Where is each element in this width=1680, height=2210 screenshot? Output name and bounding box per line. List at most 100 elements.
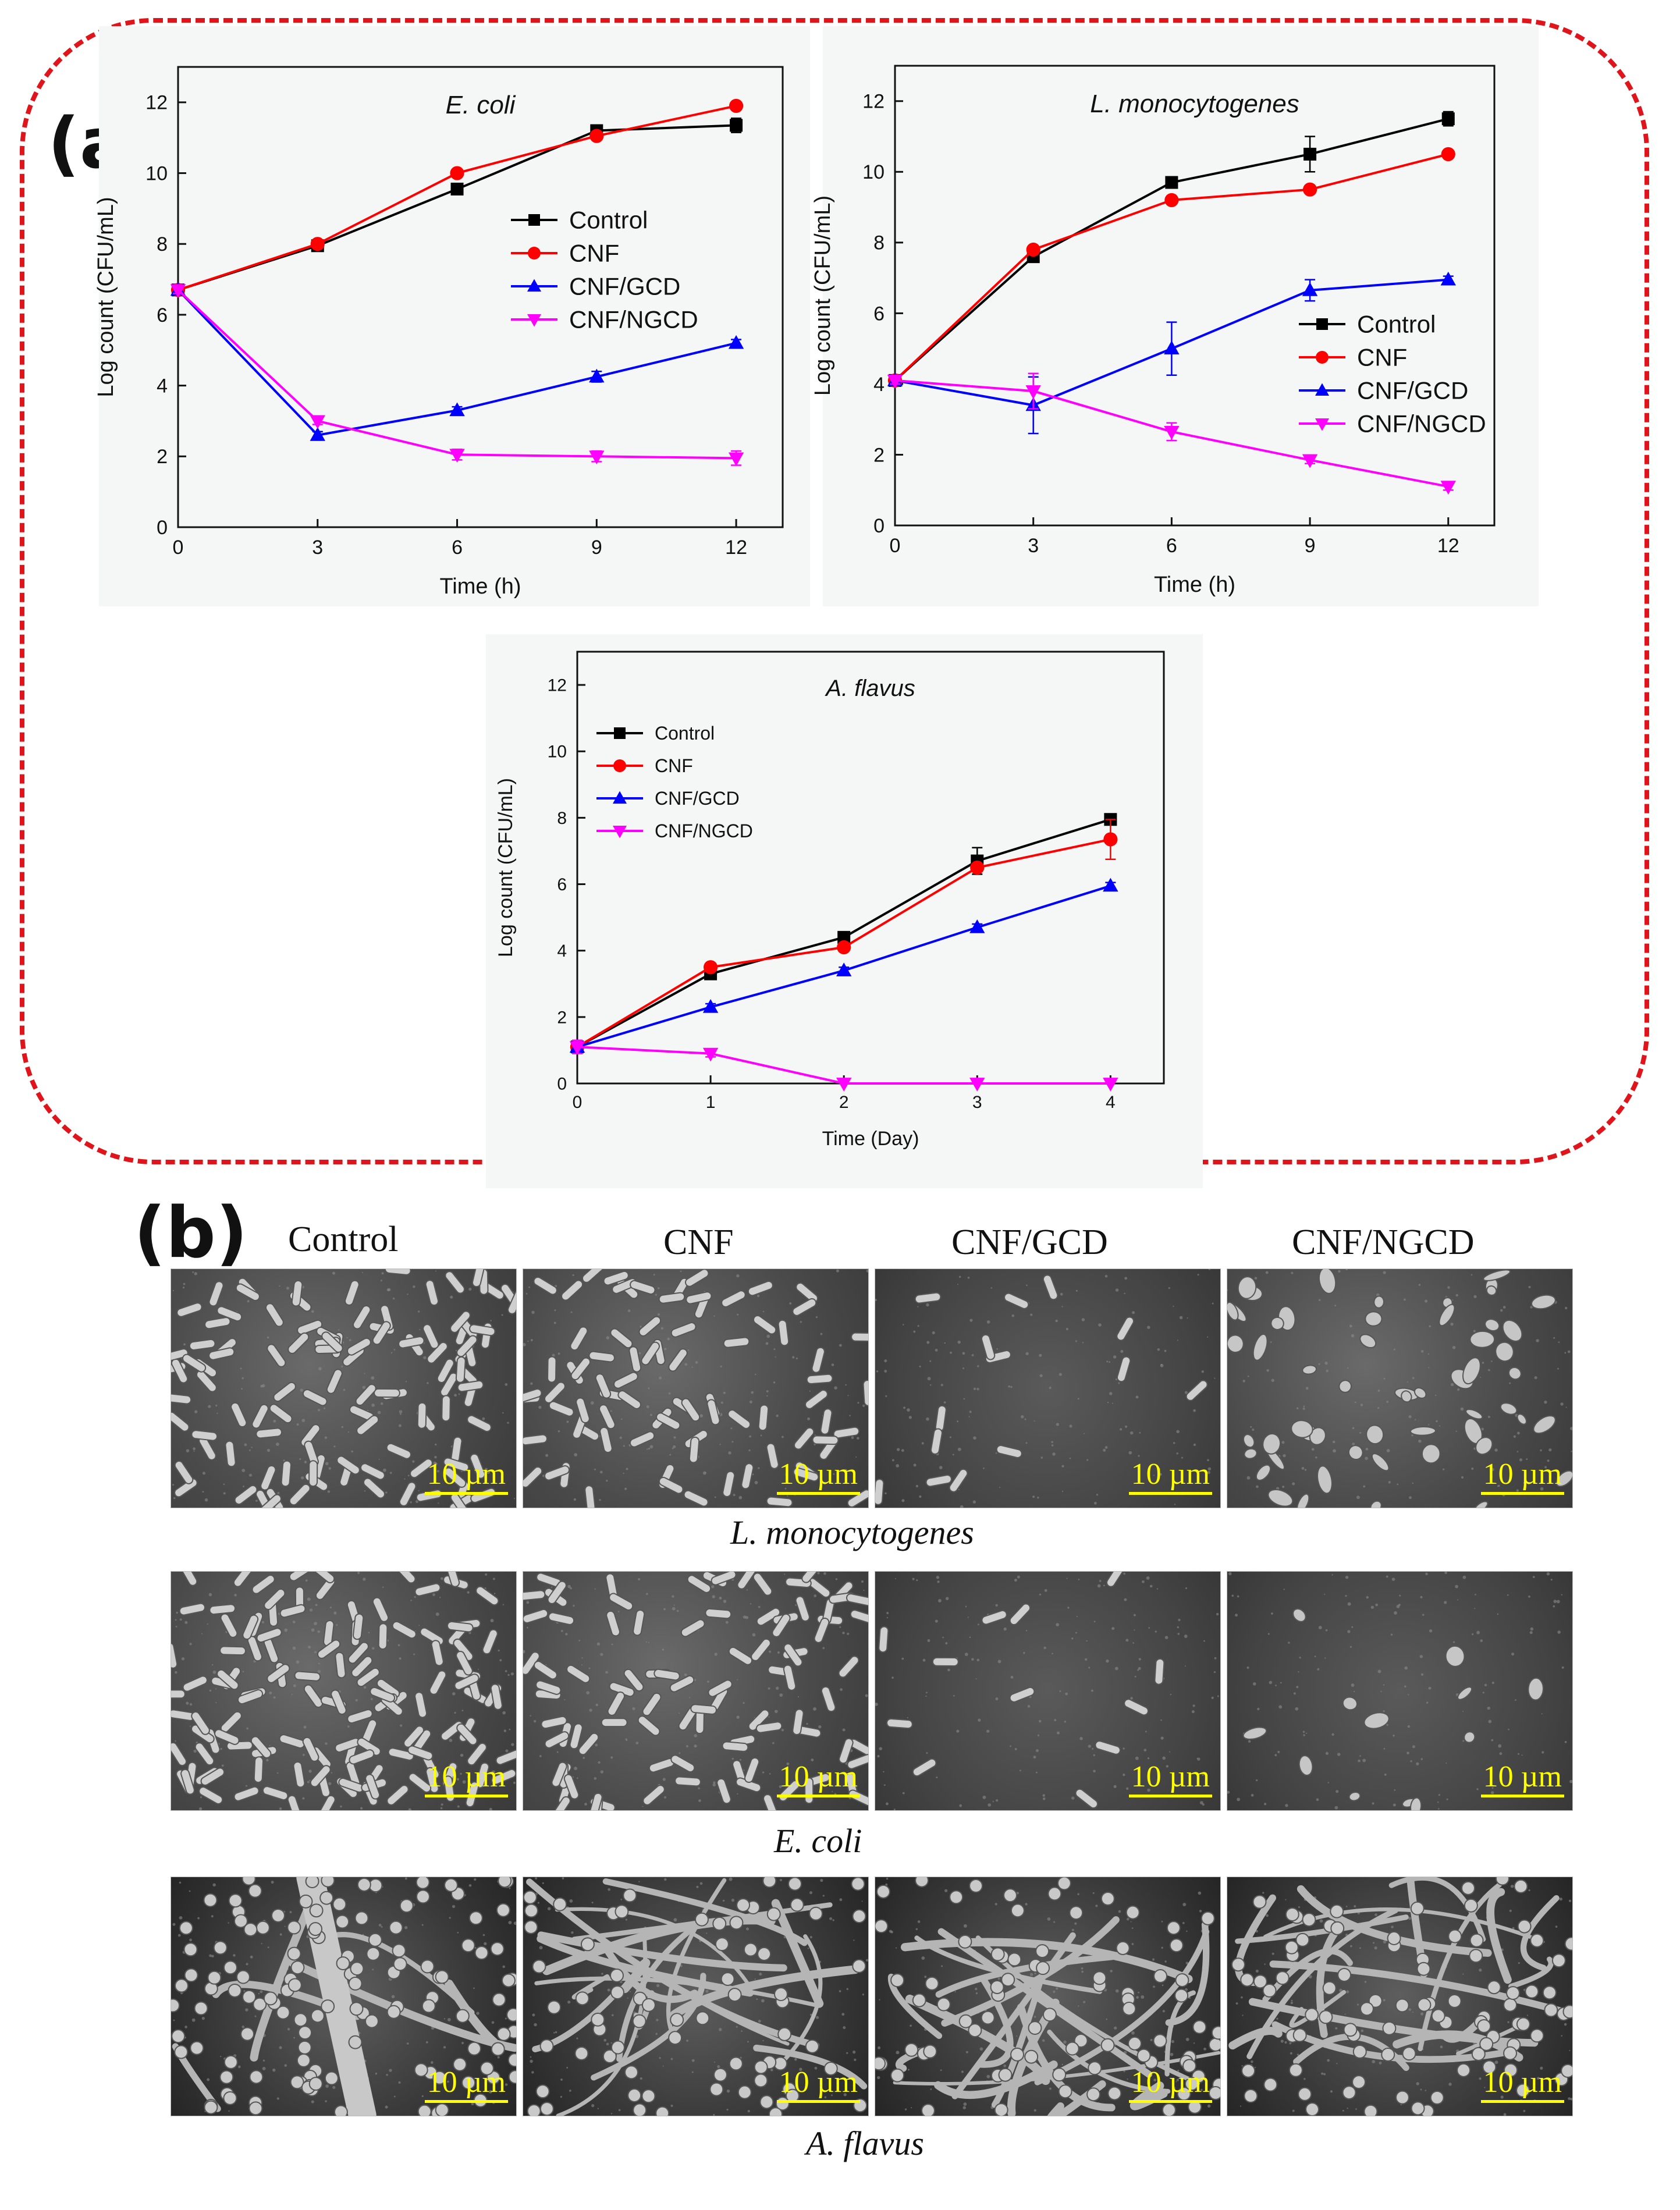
surface-grain <box>1016 2035 1018 2037</box>
spore <box>580 1937 595 1952</box>
surface-grain <box>450 1295 453 1299</box>
surface-grain <box>1103 1448 1106 1452</box>
surface-grain <box>994 1903 997 1906</box>
surface-grain <box>1201 1370 1204 1373</box>
bacterium <box>547 1356 557 1383</box>
bacterium <box>658 1477 684 1494</box>
bacterium <box>440 1372 459 1397</box>
spore <box>936 1997 951 2012</box>
cell-debris <box>1365 1311 1383 1327</box>
surface-grain <box>531 1310 535 1314</box>
surface-grain <box>694 1744 697 1748</box>
surface-grain <box>1037 1734 1040 1737</box>
spore <box>228 1893 243 1908</box>
surface-grain <box>1509 1382 1511 1384</box>
bacterium <box>253 1756 264 1783</box>
spore <box>1057 1877 1071 1891</box>
surface-grain <box>1081 1318 1085 1321</box>
spore <box>875 1919 889 1934</box>
surface-grain <box>318 1367 322 1370</box>
surface-grain <box>1391 1925 1394 1928</box>
bacterium <box>355 1384 377 1406</box>
spore <box>491 2042 505 2056</box>
data-point <box>1103 877 1118 892</box>
surface-grain <box>829 1917 832 1920</box>
data-point <box>1440 271 1456 286</box>
spore <box>1035 1944 1050 1959</box>
surface-grain <box>846 1988 849 1990</box>
surface-grain <box>175 1740 176 1742</box>
bacterium <box>584 1485 596 1508</box>
surface-grain <box>884 1359 887 1363</box>
surface-grain <box>1408 1694 1409 1696</box>
surface-grain <box>329 1606 332 1609</box>
surface-grain <box>1053 1990 1056 1993</box>
spore <box>904 2042 919 2057</box>
surface-grain <box>1193 2042 1195 2044</box>
bacterium <box>216 1669 239 1690</box>
bacterium <box>601 1718 628 1728</box>
surface-grain <box>526 1626 528 1629</box>
data-point <box>1302 182 1317 197</box>
surface-grain <box>865 1959 868 1962</box>
hypha <box>937 1928 1153 2078</box>
spore <box>912 1993 926 2008</box>
surface-grain <box>238 2065 241 2069</box>
surface-grain <box>929 1384 932 1386</box>
surface-grain <box>393 2095 396 2098</box>
surface-grain <box>1277 1750 1280 1753</box>
spore <box>1343 2023 1358 2037</box>
bacterium <box>681 1398 701 1422</box>
bacterium <box>455 1356 466 1383</box>
surface-grain <box>862 1404 865 1407</box>
surface-grain <box>1291 1999 1293 2002</box>
surface-grain <box>423 1356 427 1359</box>
surface-grain <box>1471 1633 1474 1636</box>
surface-grain <box>1498 1744 1502 1748</box>
cell-debris <box>1500 1402 1518 1415</box>
surface-grain <box>610 1410 612 1412</box>
spore <box>293 2013 308 2027</box>
surface-grain <box>1127 2078 1128 2080</box>
surface-grain <box>1518 1962 1520 1964</box>
hypha <box>1508 1956 1554 1989</box>
bacterium <box>318 1795 336 1810</box>
spore <box>720 1972 735 1986</box>
surface-grain <box>509 1888 511 1889</box>
surface-grain <box>765 1342 769 1345</box>
surface-grain <box>1302 1731 1305 1733</box>
surface-grain <box>1298 1671 1299 1673</box>
surface-grain <box>432 1593 435 1596</box>
surface-grain <box>694 1734 697 1738</box>
surface-grain <box>610 2042 612 2044</box>
cell-debris <box>1363 1712 1390 1729</box>
surface-grain <box>915 1928 918 1931</box>
bacterium <box>191 1711 210 1735</box>
x-tick-label: 6 <box>452 536 463 559</box>
surface-grain <box>1103 1584 1105 1587</box>
surface-grain <box>657 1287 660 1289</box>
hypha <box>905 1994 1050 2085</box>
surface-grain <box>223 1483 225 1486</box>
surface-grain <box>1428 1367 1430 1369</box>
cell-debris <box>1474 1501 1489 1508</box>
surface-grain <box>570 1587 572 1590</box>
surface-grain <box>1435 1394 1437 1396</box>
surface-grain <box>473 1987 475 1989</box>
surface-grain <box>743 1701 745 1704</box>
spore <box>1086 2087 1101 2102</box>
surface-grain <box>956 1729 960 1733</box>
surface-grain <box>1132 1311 1135 1314</box>
surface-grain <box>809 1891 813 1895</box>
surface-grain <box>349 1339 351 1342</box>
bacterium <box>386 1785 409 1806</box>
surface-grain <box>1308 1975 1312 1979</box>
surface-grain <box>1177 2070 1180 2072</box>
surface-grain <box>986 2074 990 2078</box>
surface-grain <box>566 2066 569 2069</box>
surface-grain <box>1444 1601 1447 1604</box>
cell-debris <box>1483 1269 1511 1281</box>
surface-grain <box>741 2030 743 2032</box>
surface-grain <box>927 1377 931 1381</box>
surface-grain <box>1184 1391 1188 1394</box>
